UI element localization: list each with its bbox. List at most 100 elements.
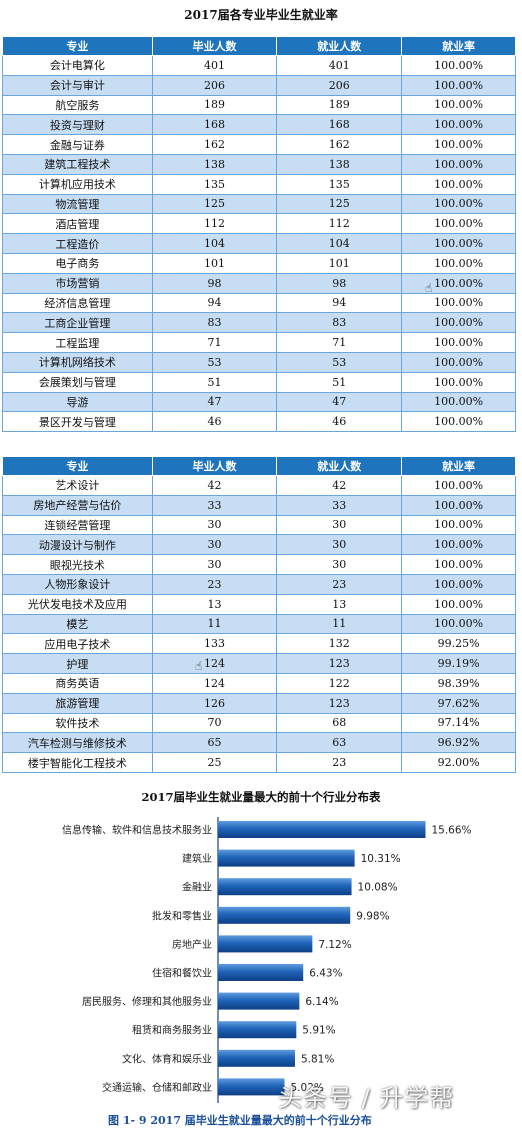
table-header-row: 专业 毕业人数 就业人数 就业率 — [2, 36, 516, 56]
graduates-cell: 70 — [151, 712, 278, 734]
graduates-cell: 124 — [151, 672, 278, 694]
value-label: 6.14% — [305, 996, 338, 1008]
bar — [218, 992, 300, 1010]
employed-cell: 132 — [276, 633, 403, 655]
graduates-cell: 401 — [151, 55, 278, 76]
industry-bar-chart: 信息传输、软件和信息技术服务业 15.66% 建筑业 10.31% 金融业 10.08% 批… — [62, 817, 472, 1103]
category-label: 房地产业 — [172, 938, 212, 951]
graduates-cell: 125 — [151, 193, 278, 215]
rate-cell: 100.00% — [401, 233, 516, 254]
major-cell: 楼宇智能化工程技术 — [2, 752, 153, 773]
table-row: 金融与证券 162 162 100.00% — [2, 134, 516, 155]
table-row: 护理 124 123 99.19% — [2, 653, 516, 674]
rate-cell: 100.00% — [401, 272, 516, 294]
major-cell: 商务英语 — [2, 672, 153, 694]
rate-cell: 96.92% — [401, 732, 516, 754]
table-row: 物流管理 125 125 100.00% — [2, 193, 516, 215]
value-label: 5.81% — [301, 1053, 334, 1065]
employed-cell: 125 — [276, 193, 403, 215]
rate-cell: 100.00% — [401, 534, 516, 556]
rate-cell: 98.39% — [401, 672, 516, 694]
category-label: 建筑业 — [182, 852, 212, 865]
table-row: 景区开发与管理 46 46 100.00% — [2, 411, 516, 433]
table1-title: 2017届各专业毕业生就业率 — [184, 8, 338, 22]
table-row: 工商企业管理 83 83 100.00% — [2, 312, 516, 334]
value-label: 10.08% — [358, 882, 398, 894]
major-cell: 艺术设计 — [2, 475, 153, 496]
rate-cell: 100.00% — [401, 74, 516, 96]
rate-cell: 100.00% — [401, 213, 516, 235]
major-cell: 房地产经营与估价 — [2, 494, 153, 516]
employed-cell: 206 — [276, 74, 403, 96]
rate-cell: 100.00% — [401, 252, 516, 274]
table-row: 航空服务 189 189 100.00% — [2, 94, 516, 116]
table-row: 艺术设计 42 42 100.00% — [2, 475, 516, 496]
major-cell: 工商企业管理 — [2, 312, 153, 334]
major-cell: 会展策划与管理 — [2, 371, 153, 393]
graduates-cell: 53 — [151, 351, 278, 373]
graduates-cell: 42 — [151, 475, 278, 496]
graduates-cell: 104 — [151, 233, 278, 254]
graduates-cell: 11 — [151, 613, 278, 635]
graduates-cell: 25 — [151, 752, 278, 773]
employed-cell: 47 — [276, 391, 403, 413]
rate-cell: 100.00% — [401, 411, 516, 433]
table-row: 应用电子技术 133 132 99.25% — [2, 633, 516, 655]
column-header: 毕业人数 — [151, 36, 278, 56]
major-cell: 计算机网络技术 — [2, 351, 153, 373]
table-row: 光伏发电技术及应用 13 13 100.00% — [2, 593, 516, 615]
major-cell: 工程造价 — [2, 233, 153, 254]
rate-cell: 100.00% — [401, 371, 516, 393]
major-cell: 建筑工程技术 — [2, 153, 153, 175]
table-row: 会展策划与管理 51 51 100.00% — [2, 371, 516, 393]
hand-cursor-icon: ☝ — [195, 659, 203, 673]
graduates-cell: 47 — [151, 391, 278, 413]
employed-cell: 30 — [276, 534, 403, 556]
employed-cell: 23 — [276, 573, 403, 595]
employed-cell: 33 — [276, 494, 403, 516]
rate-cell: 99.25% — [401, 633, 516, 655]
employed-cell: 104 — [276, 233, 403, 254]
major-cell: 电子商务 — [2, 252, 153, 274]
category-label: 金融业 — [182, 881, 212, 894]
figure-caption: 图 1- 9 2017 届毕业生就业量最大的前十个行业分布 — [108, 1114, 372, 1127]
employed-cell: 11 — [276, 613, 403, 635]
table-row: 电子商务 101 101 100.00% — [2, 252, 516, 274]
major-cell: 市场营销 — [2, 272, 153, 294]
employed-cell: 98 — [276, 272, 403, 294]
graduates-cell: 112 — [151, 213, 278, 235]
table-row: 经济信息管理 94 94 100.00% — [2, 292, 516, 314]
major-cell: 光伏发电技术及应用 — [2, 593, 153, 615]
major-cell: 连锁经营管理 — [2, 514, 153, 536]
major-cell: 模艺 — [2, 613, 153, 635]
bar — [218, 935, 313, 953]
rate-cell: 100.00% — [401, 494, 516, 516]
employment-table-2: 专业 毕业人数 就业人数 就业率 艺术设计 42 42 100.00% 房地产经营与估价 33 3… — [2, 456, 516, 773]
major-cell: 景区开发与管理 — [2, 411, 153, 433]
table-header-row: 专业 毕业人数 就业人数 就业率 — [2, 456, 516, 476]
employed-cell: 63 — [276, 732, 403, 754]
employment-table-1: 专业 毕业人数 就业人数 就业率 会计电算化 401 401 100.00% 会计与审计 206… — [2, 36, 516, 433]
employed-cell: 123 — [276, 653, 403, 674]
rate-cell: 100.00% — [401, 613, 516, 635]
major-cell: 会计电算化 — [2, 55, 153, 76]
employed-cell: 53 — [276, 351, 403, 373]
graduates-cell: 98 — [151, 272, 278, 294]
employed-cell: 83 — [276, 312, 403, 334]
major-cell: 导游 — [2, 391, 153, 413]
rate-cell: 100.00% — [401, 312, 516, 334]
graduates-cell: 23 — [151, 573, 278, 595]
column-header: 就业人数 — [276, 36, 403, 56]
employed-cell: 13 — [276, 593, 403, 615]
table-row: 计算机网络技术 53 53 100.00% — [2, 351, 516, 373]
chart-title: 2017届毕业生就业量最大的前十个行业分布表 — [141, 790, 381, 804]
table-row: 旅游管理 126 123 97.62% — [2, 692, 516, 714]
major-cell: 旅游管理 — [2, 692, 153, 714]
graduates-cell: 46 — [151, 411, 278, 433]
rate-cell: 100.00% — [401, 153, 516, 175]
rate-cell: 100.00% — [401, 193, 516, 215]
major-cell: 人物形象设计 — [2, 573, 153, 595]
table-row: 建筑工程技术 138 138 100.00% — [2, 153, 516, 175]
table-row: 连锁经营管理 30 30 100.00% — [2, 514, 516, 536]
graduates-cell: 133 — [151, 633, 278, 655]
